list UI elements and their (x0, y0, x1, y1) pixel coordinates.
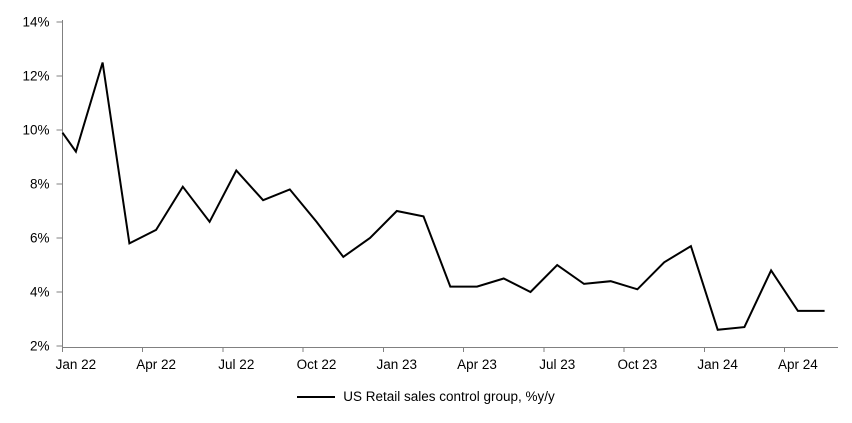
x-tick-label: Jul 22 (218, 357, 254, 372)
x-tick-label: Jan 24 (697, 357, 738, 372)
x-tick-label: Apr 23 (457, 357, 497, 372)
y-tick-label: 2% (30, 339, 50, 354)
legend-line-sample (297, 395, 336, 398)
x-tick-label: Oct 22 (297, 357, 337, 372)
x-tick-label: Jan 23 (376, 357, 417, 372)
x-tick-label: Jul 23 (539, 357, 575, 372)
chart-legend: US Retail sales control group, %y/y (0, 389, 852, 404)
y-tick-label: 8% (30, 177, 50, 192)
y-tick-label: 12% (22, 69, 49, 84)
y-tick-label: 4% (30, 285, 50, 300)
x-tick-label: Jan 22 (56, 357, 97, 372)
y-tick-label: 6% (30, 231, 50, 246)
y-tick-label: 10% (22, 123, 49, 138)
y-tick-label: 14% (22, 15, 49, 30)
series-line (61, 62, 825, 331)
legend-series-label: US Retail sales control group, %y/y (343, 389, 555, 404)
x-tick-label: Apr 24 (778, 357, 818, 372)
x-tick-label: Oct 23 (618, 357, 658, 372)
x-tick-label: Apr 22 (136, 357, 176, 372)
